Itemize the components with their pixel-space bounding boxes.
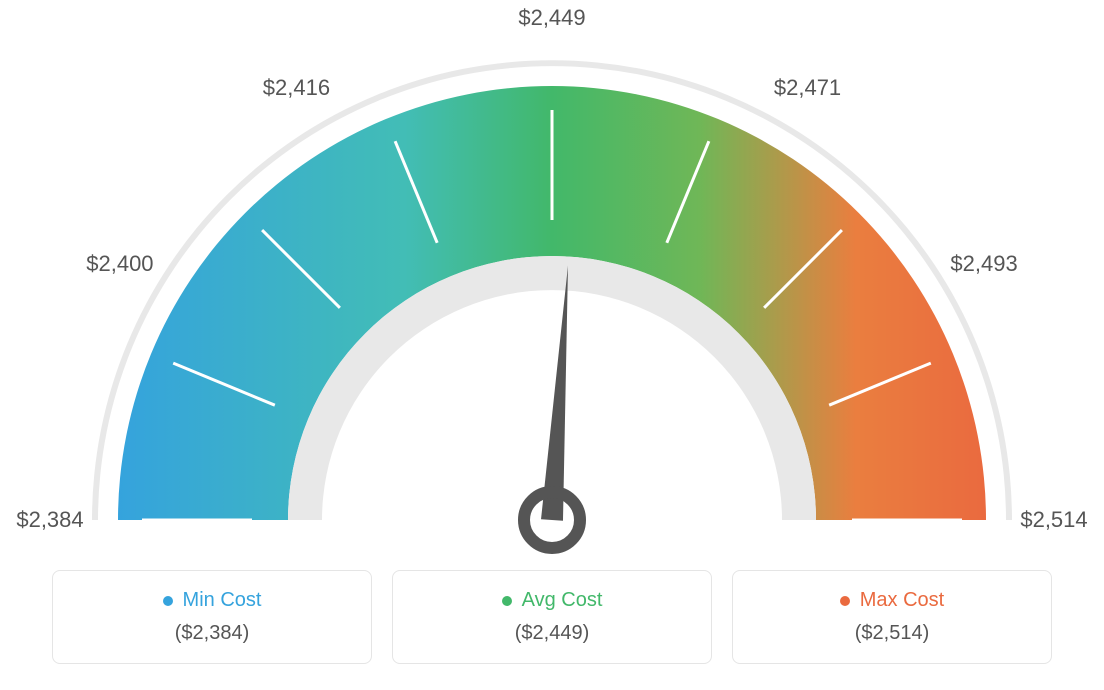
scale-label: $2,471 (774, 75, 841, 101)
legend-label: Avg Cost (522, 589, 603, 612)
legend-label: Max Cost (860, 589, 944, 612)
legend-value: ($2,384) (63, 622, 361, 645)
scale-label: $2,400 (86, 251, 153, 277)
legend-value: ($2,449) (403, 622, 701, 645)
gauge-svg (0, 0, 1104, 560)
scale-label: $2,493 (950, 251, 1017, 277)
legend-card-avg: Avg Cost ($2,449) (392, 570, 712, 664)
scale-label: $2,514 (1020, 507, 1087, 533)
scale-label: $2,416 (263, 75, 330, 101)
scale-label: $2,384 (16, 507, 83, 533)
legend-title-max: Max Cost (840, 589, 944, 612)
dot-icon (502, 596, 512, 606)
legend-card-max: Max Cost ($2,514) (732, 570, 1052, 664)
legend-label: Min Cost (183, 589, 262, 612)
legend-title-avg: Avg Cost (502, 589, 603, 612)
legend-row: Min Cost ($2,384) Avg Cost ($2,449) Max … (0, 570, 1104, 664)
legend-value: ($2,514) (743, 622, 1041, 645)
scale-label: $2,449 (518, 5, 585, 31)
gauge-area: $2,384 $2,400 $2,416 $2,449 $2,471 $2,493 $2,5… (0, 0, 1104, 560)
gauge-chart-container: $2,384 $2,400 $2,416 $2,449 $2,471 $2,493 $2,5… (0, 0, 1104, 690)
dot-icon (840, 596, 850, 606)
dot-icon (163, 596, 173, 606)
legend-title-min: Min Cost (163, 589, 262, 612)
legend-card-min: Min Cost ($2,384) (52, 570, 372, 664)
